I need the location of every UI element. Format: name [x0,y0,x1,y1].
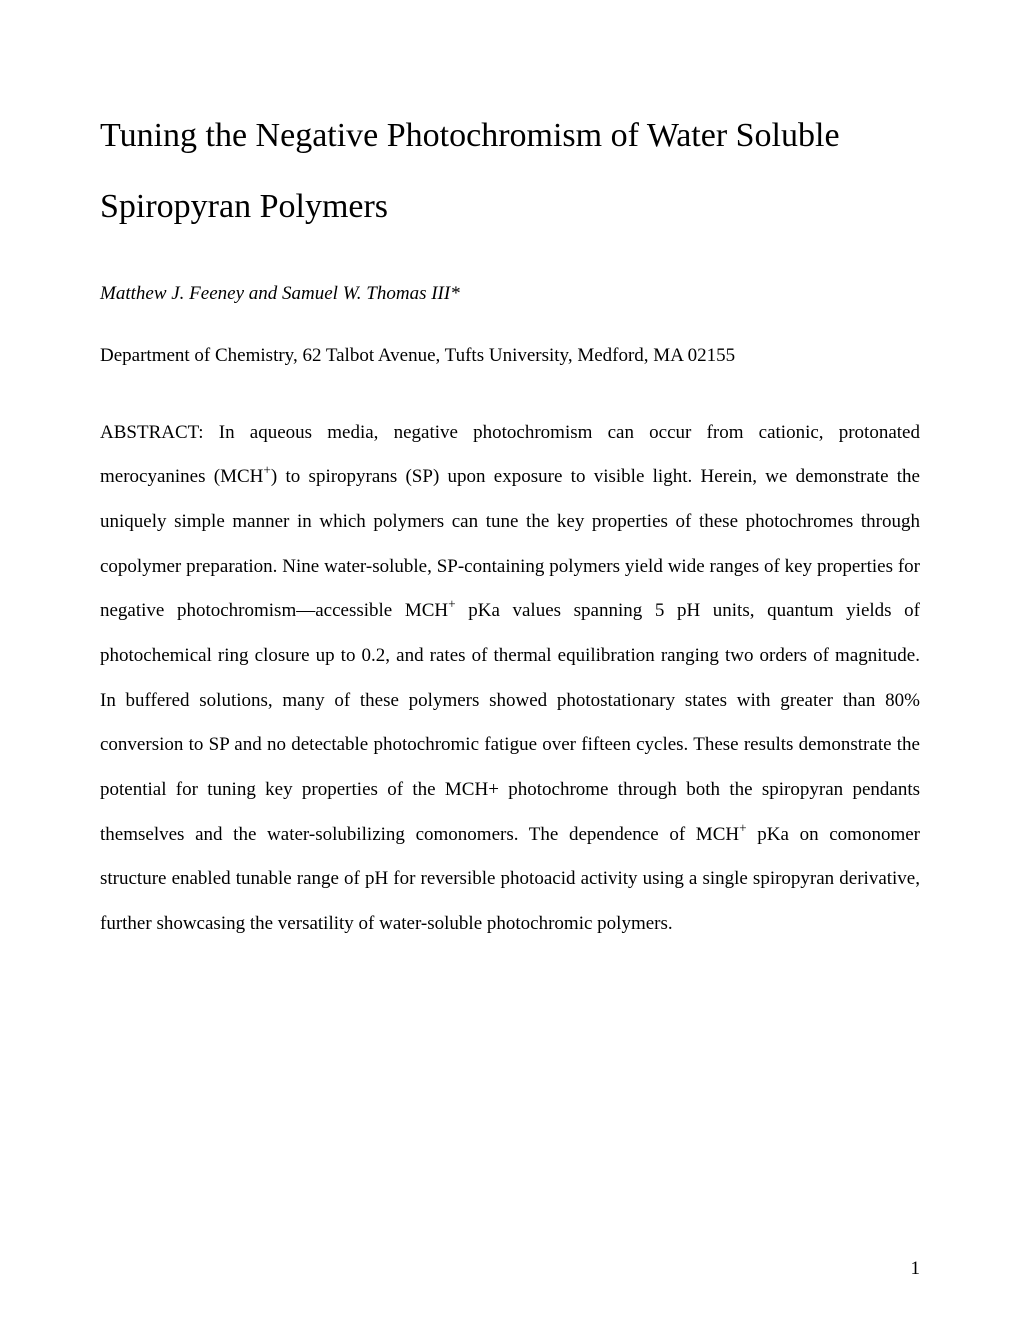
superscript-plus-1: + [263,463,271,478]
abstract-paragraph: ABSTRACT: In aqueous media, negative pho… [100,411,920,947]
page-number: 1 [911,1258,921,1280]
abstract-text-2: ) to spiropyrans (SP) upon exposure to v… [100,466,920,621]
department-affiliation: Department of Chemistry, 62 Talbot Avenu… [100,345,920,367]
paper-title: Tuning the Negative Photochromism of Wat… [100,100,920,243]
superscript-plus-2: + [448,597,456,612]
paper-authors: Matthew J. Feeney and Samuel W. Thomas I… [100,283,920,305]
abstract-text-3: pKa values spanning 5 pH units, quantum … [100,600,920,844]
superscript-plus-3: + [739,820,747,835]
abstract-label: ABSTRACT: [100,422,219,443]
